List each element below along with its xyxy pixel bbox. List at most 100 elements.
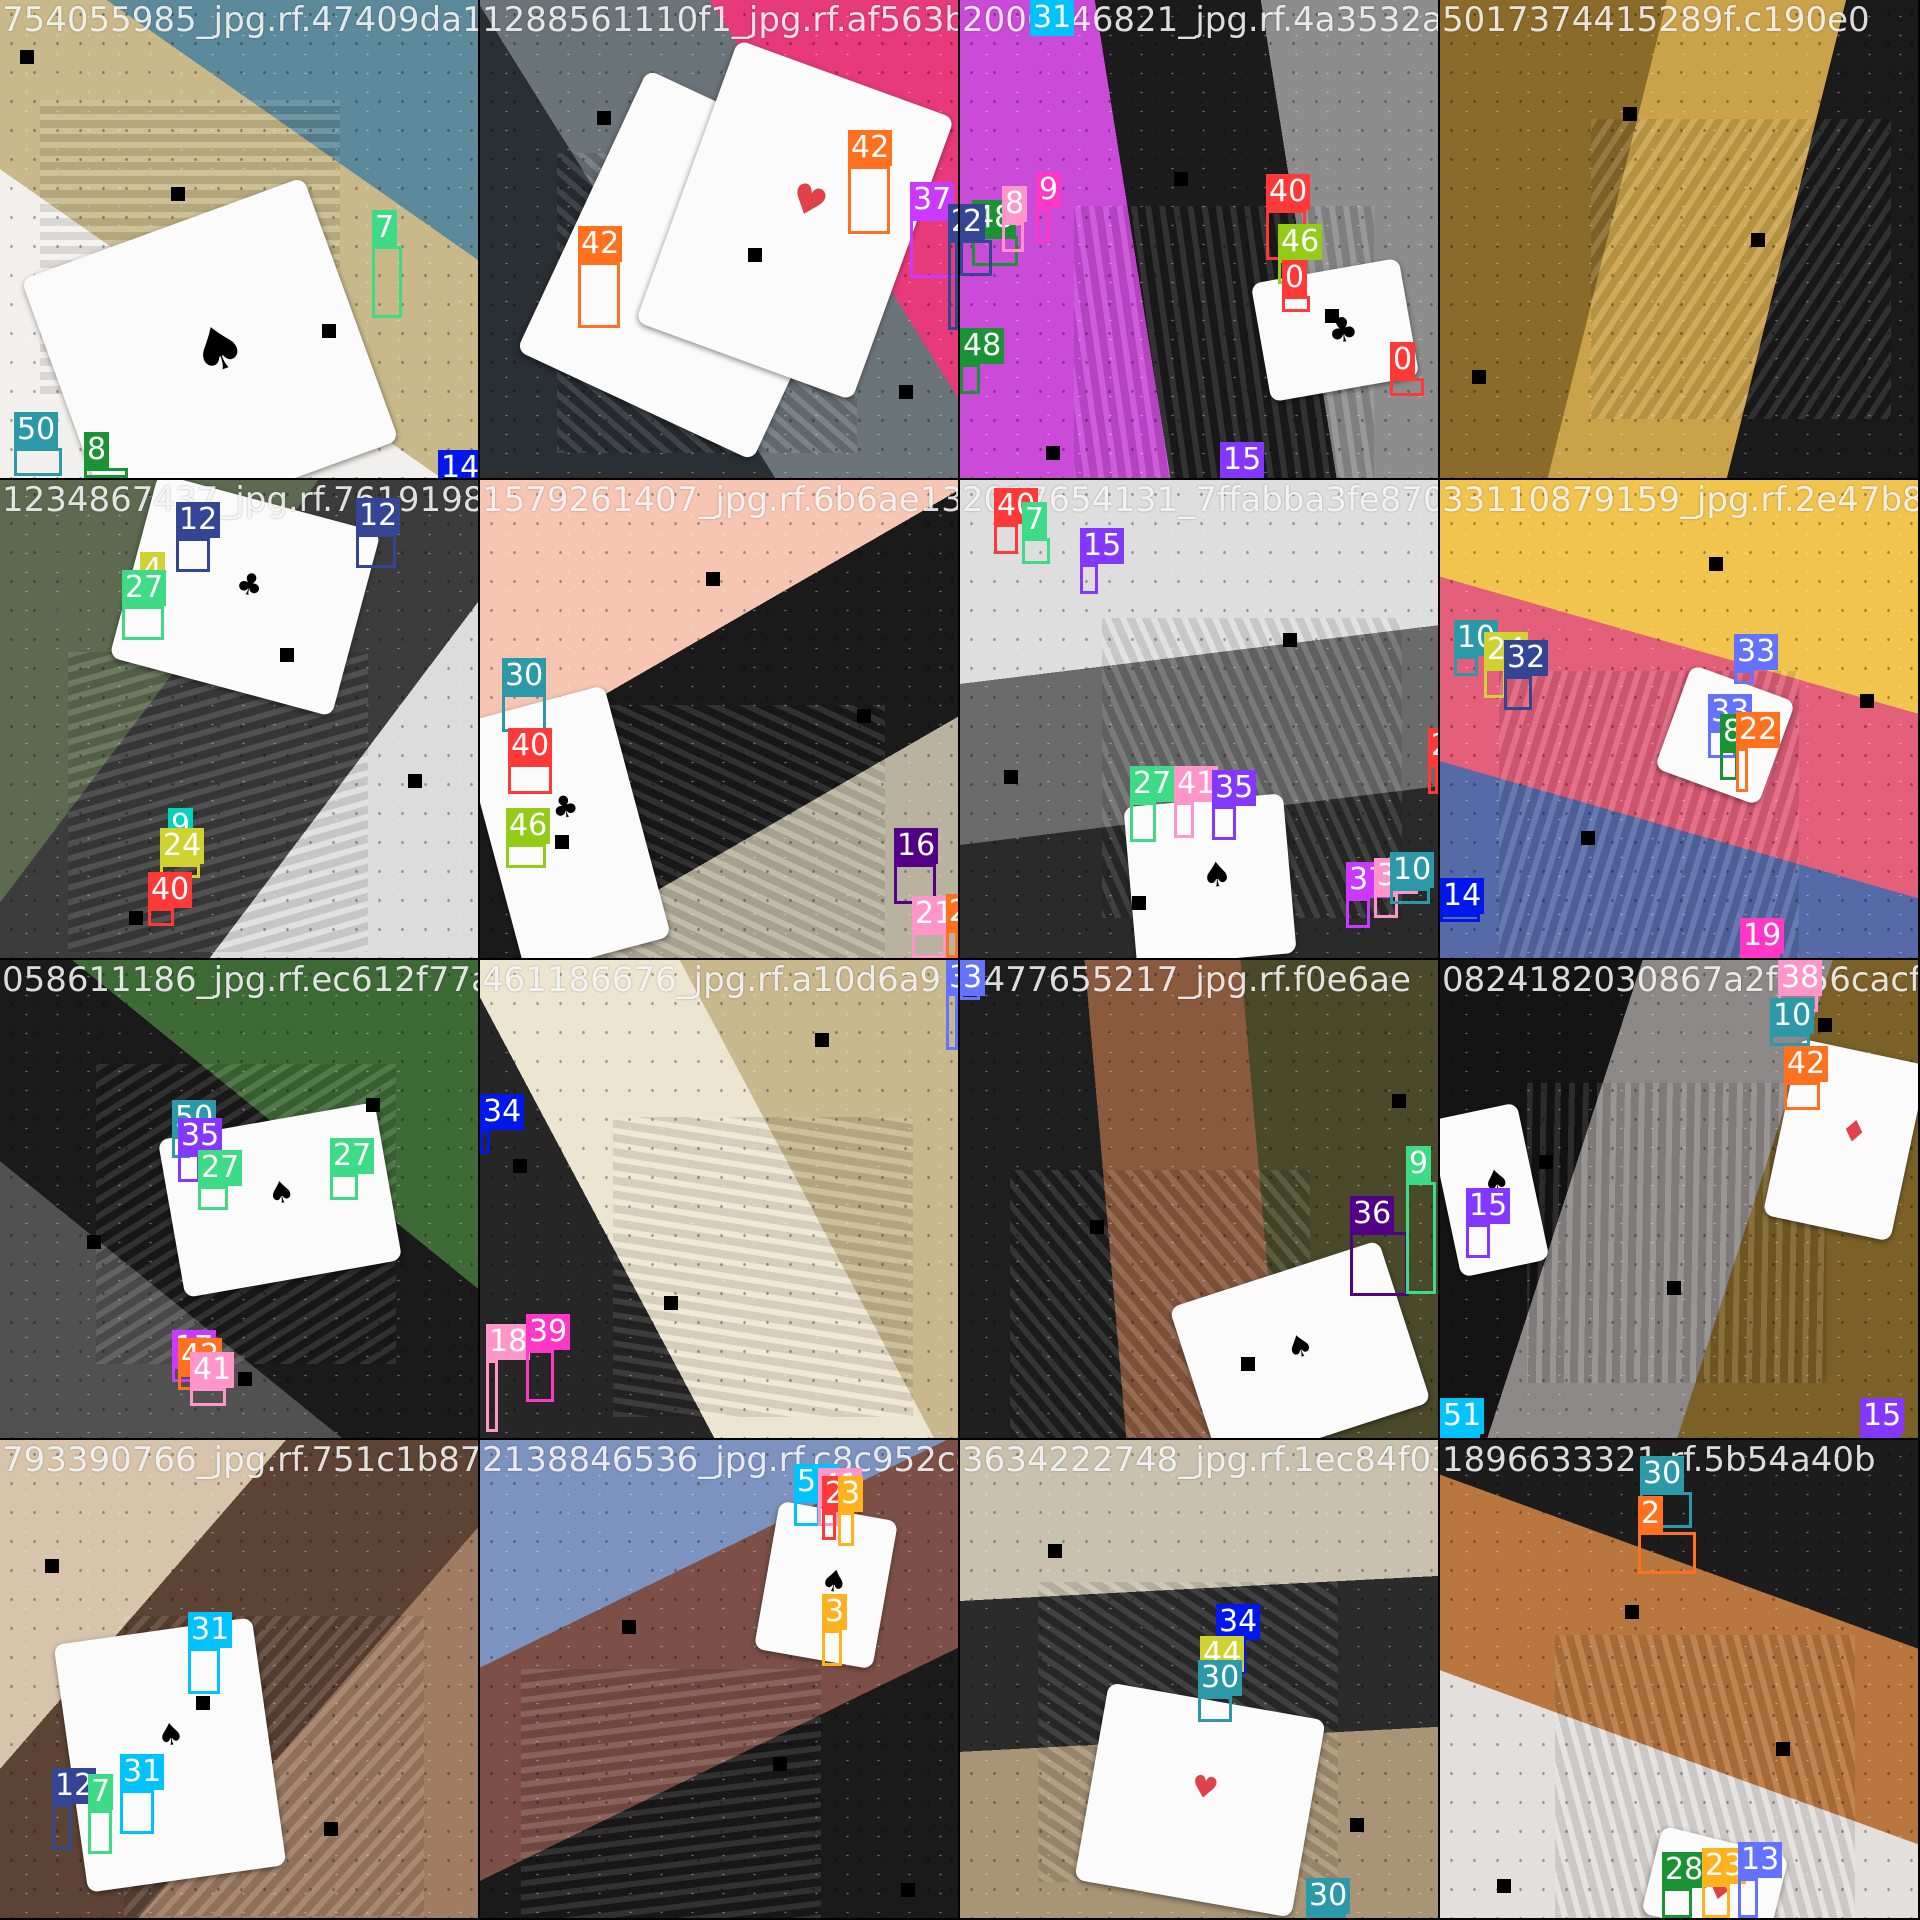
tile-filename: 2138846536_jpg.rf.c8c952ce9 — [482, 1440, 958, 1480]
detection-label: 31 — [120, 1754, 165, 1790]
cutout-square — [87, 1235, 101, 1249]
detection-label: 19 — [1740, 918, 1785, 954]
detection-label: 12 — [176, 502, 221, 538]
detection-label: 41 — [190, 1352, 235, 1388]
cutout-square — [322, 324, 336, 338]
cutout-square — [324, 1822, 338, 1836]
card-suit-pip: ♣ — [232, 564, 268, 606]
detection-label: 24 — [160, 828, 205, 864]
cutout-square — [1497, 1879, 1511, 1893]
detection-box — [1174, 802, 1194, 838]
cutout-square — [1818, 1018, 1832, 1032]
detection-label: 14 — [438, 450, 478, 478]
card-suit-pip: ♣ — [547, 787, 583, 829]
detection-box — [506, 844, 546, 868]
detection-label: 35 — [1212, 770, 1257, 806]
tile-filename: 754055985_jpg.rf.47409da1 — [2, 0, 478, 40]
tile-texture-patch — [1591, 119, 1891, 419]
detection-label: 39 — [526, 1314, 571, 1350]
detection-label: 15 — [1860, 1398, 1905, 1434]
detection-label: 30 — [1306, 1878, 1351, 1914]
detection-box — [1454, 656, 1478, 676]
detection-box — [330, 1174, 358, 1200]
cutout-square — [366, 1098, 380, 1112]
detection-label: 38 — [1778, 960, 1823, 996]
detection-box — [1390, 378, 1424, 396]
detection-box — [148, 908, 174, 926]
tile-filename: 793390766_jpg.rf.751c1b872 — [2, 1440, 478, 1480]
cutout-square — [1539, 1155, 1553, 1169]
detection-label: 12 — [356, 498, 401, 534]
detection-label: 42 — [848, 130, 893, 166]
detection-box — [1638, 1532, 1696, 1574]
tile-filename: 1579261407_jpg.rf.6b6ae139 — [482, 480, 958, 520]
tile-filename: 461186676_jpg.rf.a10d6a9 — [482, 960, 942, 1000]
detection-box — [1350, 1232, 1408, 1296]
detection-label: 22 — [1736, 712, 1781, 748]
detection-box — [88, 1810, 112, 1854]
detection-box — [1282, 296, 1310, 312]
detection-label: 10 — [1390, 852, 1435, 888]
detection-box — [356, 534, 396, 568]
detection-box — [848, 166, 890, 234]
detection-label: 15 — [1466, 1188, 1511, 1224]
detection-label: 27 — [122, 570, 167, 606]
detection-label: 10 — [1770, 998, 1815, 1034]
cutout-square — [1048, 1544, 1062, 1558]
detection-label: 32 — [1504, 640, 1549, 676]
detection-label: 46 — [1278, 224, 1323, 260]
detection-box — [198, 1186, 228, 1210]
tile-filename: 3634222748_jpg.rf.1ec84f031 — [962, 1440, 1438, 1480]
detection-box — [120, 1790, 154, 1834]
detection-box — [502, 694, 546, 732]
tile-background — [1440, 0, 1918, 478]
detection-label: 30 — [1198, 1660, 1243, 1696]
detection-box — [1080, 564, 1098, 594]
card-suit-pip: ♠ — [1281, 1325, 1319, 1368]
cutout-square — [20, 50, 34, 64]
tile-filename: 1234867437_jpg.rf.761919801 — [2, 480, 478, 520]
cutout-square — [1709, 557, 1723, 571]
detection-label: 7 — [372, 210, 398, 246]
detection-label: 0 — [1390, 342, 1416, 378]
detection-label: 2 — [960, 204, 986, 240]
cutout-square — [622, 1620, 636, 1634]
detection-label: 0 — [1282, 260, 1308, 296]
mosaic-tile: ♣1234867437_jpg.rf.761919801121242792440 — [0, 480, 478, 958]
detection-box — [1406, 1182, 1436, 1294]
cutout-square — [1325, 309, 1339, 323]
detection-box — [1662, 1888, 1692, 1918]
tile-filename: 058611186_jpg.rf.ec612f77a — [2, 960, 478, 1000]
detection-box — [480, 1130, 490, 1154]
tile-filename: 1288561110f1_jpg.rf.af563b735 — [482, 0, 958, 40]
cutout-square — [1241, 1357, 1255, 1371]
cutout-square — [171, 187, 185, 201]
cutout-square — [1860, 694, 1874, 708]
cutout-square — [555, 835, 569, 849]
detection-label: 3 — [960, 960, 986, 996]
detection-label: 50 — [14, 412, 59, 448]
detection-label: 40 — [148, 872, 193, 908]
detection-label: 20 — [1428, 728, 1438, 764]
cutout-square — [706, 572, 720, 586]
detection-box — [822, 1630, 842, 1666]
detection-label: 3 — [946, 960, 958, 996]
detection-box — [1738, 1878, 1758, 1918]
detection-label: 3 — [838, 1476, 864, 1512]
detection-box — [372, 246, 402, 318]
cutout-square — [1751, 233, 1765, 247]
detection-box — [122, 606, 164, 640]
detection-label: 30 — [502, 658, 547, 694]
mosaic-tile: ♦1896633321.rf.5b54a40b302282313 — [1440, 1440, 1918, 1918]
detection-label: 8 — [84, 432, 110, 468]
detection-box — [1130, 802, 1156, 842]
detection-box — [1036, 208, 1050, 242]
detection-label: 34 — [480, 1094, 525, 1130]
detection-box — [1860, 1434, 1900, 1438]
detection-box — [960, 364, 980, 394]
detection-box — [994, 524, 1018, 554]
tile-filename: 5017374415289f.c190e0 — [1442, 0, 1870, 40]
tile-texture-patch — [613, 1117, 913, 1417]
